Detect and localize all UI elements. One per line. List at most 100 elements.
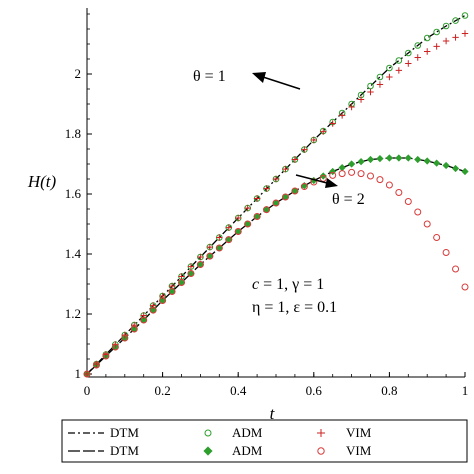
x-axis-label: t bbox=[270, 404, 276, 423]
y-tick-label: 1.2 bbox=[65, 306, 81, 321]
vim-theta2-point bbox=[253, 213, 261, 220]
vim-theta2-point bbox=[348, 168, 356, 176]
vim-theta2-point bbox=[140, 316, 148, 324]
vim-theta2-point bbox=[395, 189, 403, 196]
vim-theta1-point bbox=[253, 195, 261, 202]
vim-theta1-point bbox=[83, 370, 91, 378]
vim-theta2-point bbox=[178, 279, 185, 286]
vim-theta1-point bbox=[102, 351, 110, 358]
y-tick-label: 1.8 bbox=[65, 126, 81, 141]
adm-theta2-point bbox=[442, 161, 450, 170]
vim-theta2-point bbox=[329, 171, 337, 179]
vim-theta1-point bbox=[131, 321, 138, 329]
vim-theta1-point bbox=[197, 253, 204, 261]
vim-theta2-point bbox=[130, 325, 138, 333]
vim-theta2-point bbox=[423, 220, 431, 228]
vim-theta1-point bbox=[376, 81, 384, 88]
vim-theta2-point bbox=[159, 297, 167, 304]
vim-theta1-point bbox=[187, 263, 195, 270]
vim-theta1-point bbox=[320, 128, 327, 135]
vim-theta2-point bbox=[111, 343, 119, 351]
vim-theta1-point bbox=[329, 120, 336, 127]
vim-theta1-point bbox=[178, 273, 185, 280]
vim-theta2-point bbox=[357, 170, 365, 178]
x-tick-label: 0.4 bbox=[230, 383, 247, 398]
series-layer bbox=[83, 12, 469, 378]
vim-theta2-point bbox=[281, 193, 289, 201]
adm-theta2-point bbox=[451, 164, 460, 173]
x-tick-label: 1 bbox=[462, 383, 469, 398]
legend-adm-1: ADM bbox=[232, 425, 263, 440]
vim-theta1-point bbox=[395, 67, 403, 74]
vim-theta2-point bbox=[461, 283, 469, 291]
vim-theta1-point bbox=[310, 136, 317, 144]
y-tick-label: 2 bbox=[75, 66, 82, 81]
vim-theta1-point bbox=[405, 60, 412, 67]
theta1-arrow bbox=[252, 72, 301, 90]
vim-theta1-point bbox=[235, 214, 242, 222]
vim-theta1-point bbox=[272, 175, 280, 183]
legend-vim-circle-marker bbox=[317, 447, 325, 455]
params-line2: η = 1, ε = 0.1 bbox=[252, 299, 337, 316]
adm-theta2-point bbox=[395, 154, 403, 162]
vim-theta2-point bbox=[92, 361, 100, 369]
vim-theta1-point bbox=[225, 224, 232, 231]
adm-theta2-point bbox=[404, 154, 412, 162]
vim-theta1-point bbox=[414, 54, 421, 61]
vim-theta2-point bbox=[102, 352, 110, 360]
adm-theta1-point bbox=[405, 49, 412, 57]
adm-theta2-point bbox=[357, 157, 365, 166]
vim-theta2-point bbox=[121, 334, 129, 342]
adm-theta1-point bbox=[414, 42, 422, 49]
legend-adm-circle-marker bbox=[204, 429, 212, 437]
adm-theta1-point bbox=[376, 73, 384, 81]
vim-theta1-point bbox=[301, 146, 308, 153]
params-line1: c = 1, γ = 1 bbox=[252, 276, 324, 293]
legend-vim-1: VIM bbox=[346, 425, 372, 440]
adm-theta2-point bbox=[433, 159, 441, 167]
adm-theta2-point bbox=[338, 163, 346, 172]
vim-theta2-point bbox=[83, 370, 91, 378]
adm-theta1-point bbox=[395, 57, 403, 64]
legend-adm-2: ADM bbox=[232, 443, 263, 458]
vim-theta2-point bbox=[215, 244, 223, 252]
vim-theta1-point bbox=[140, 312, 147, 319]
vim-theta1-point bbox=[263, 185, 270, 192]
adm-theta1-point bbox=[452, 17, 459, 24]
dtm-theta2-line bbox=[86, 157, 466, 375]
adm-theta1-point bbox=[367, 82, 374, 90]
adm-theta1-point bbox=[423, 34, 431, 42]
vim-theta2-point bbox=[149, 306, 157, 314]
adm-theta2-point bbox=[414, 155, 422, 164]
vim-theta1-point bbox=[424, 48, 431, 55]
vim-theta2-point bbox=[442, 249, 450, 256]
vim-theta2-point bbox=[196, 261, 204, 268]
vim-theta2-point bbox=[385, 181, 393, 189]
vim-theta1-point bbox=[206, 243, 214, 251]
adm-theta1-point bbox=[461, 12, 469, 19]
legend-adm-diamond-marker bbox=[203, 446, 213, 456]
vim-theta2-point bbox=[338, 170, 346, 178]
vim-theta2-point bbox=[234, 228, 242, 235]
adm-theta2-point bbox=[423, 157, 431, 165]
adm-theta2-point bbox=[347, 160, 356, 168]
vim-theta1-point bbox=[442, 37, 450, 45]
x-tick-label: 0.6 bbox=[306, 383, 323, 398]
y-tick-label: 1.6 bbox=[65, 186, 82, 201]
vim-theta2-point bbox=[187, 270, 195, 277]
theta2-arrow bbox=[295, 174, 338, 188]
vim-theta1-point bbox=[291, 156, 299, 163]
adm-theta1-point bbox=[442, 22, 450, 30]
vim-theta1-point bbox=[367, 88, 374, 96]
legend-dtm-2: DTM bbox=[110, 443, 139, 458]
vim-theta2-point bbox=[433, 234, 441, 241]
y-tick-label: 1.4 bbox=[65, 246, 82, 261]
x-tick-label: 0.8 bbox=[381, 383, 397, 398]
vim-theta2-point bbox=[404, 198, 412, 205]
vim-theta2-point bbox=[263, 206, 271, 214]
vim-theta1-point bbox=[216, 234, 223, 241]
x-tick-label: 0.2 bbox=[154, 383, 170, 398]
x-tick-label: 0 bbox=[84, 383, 91, 398]
vim-theta2-point bbox=[206, 252, 214, 260]
legend-dtm-1: DTM bbox=[110, 425, 139, 440]
